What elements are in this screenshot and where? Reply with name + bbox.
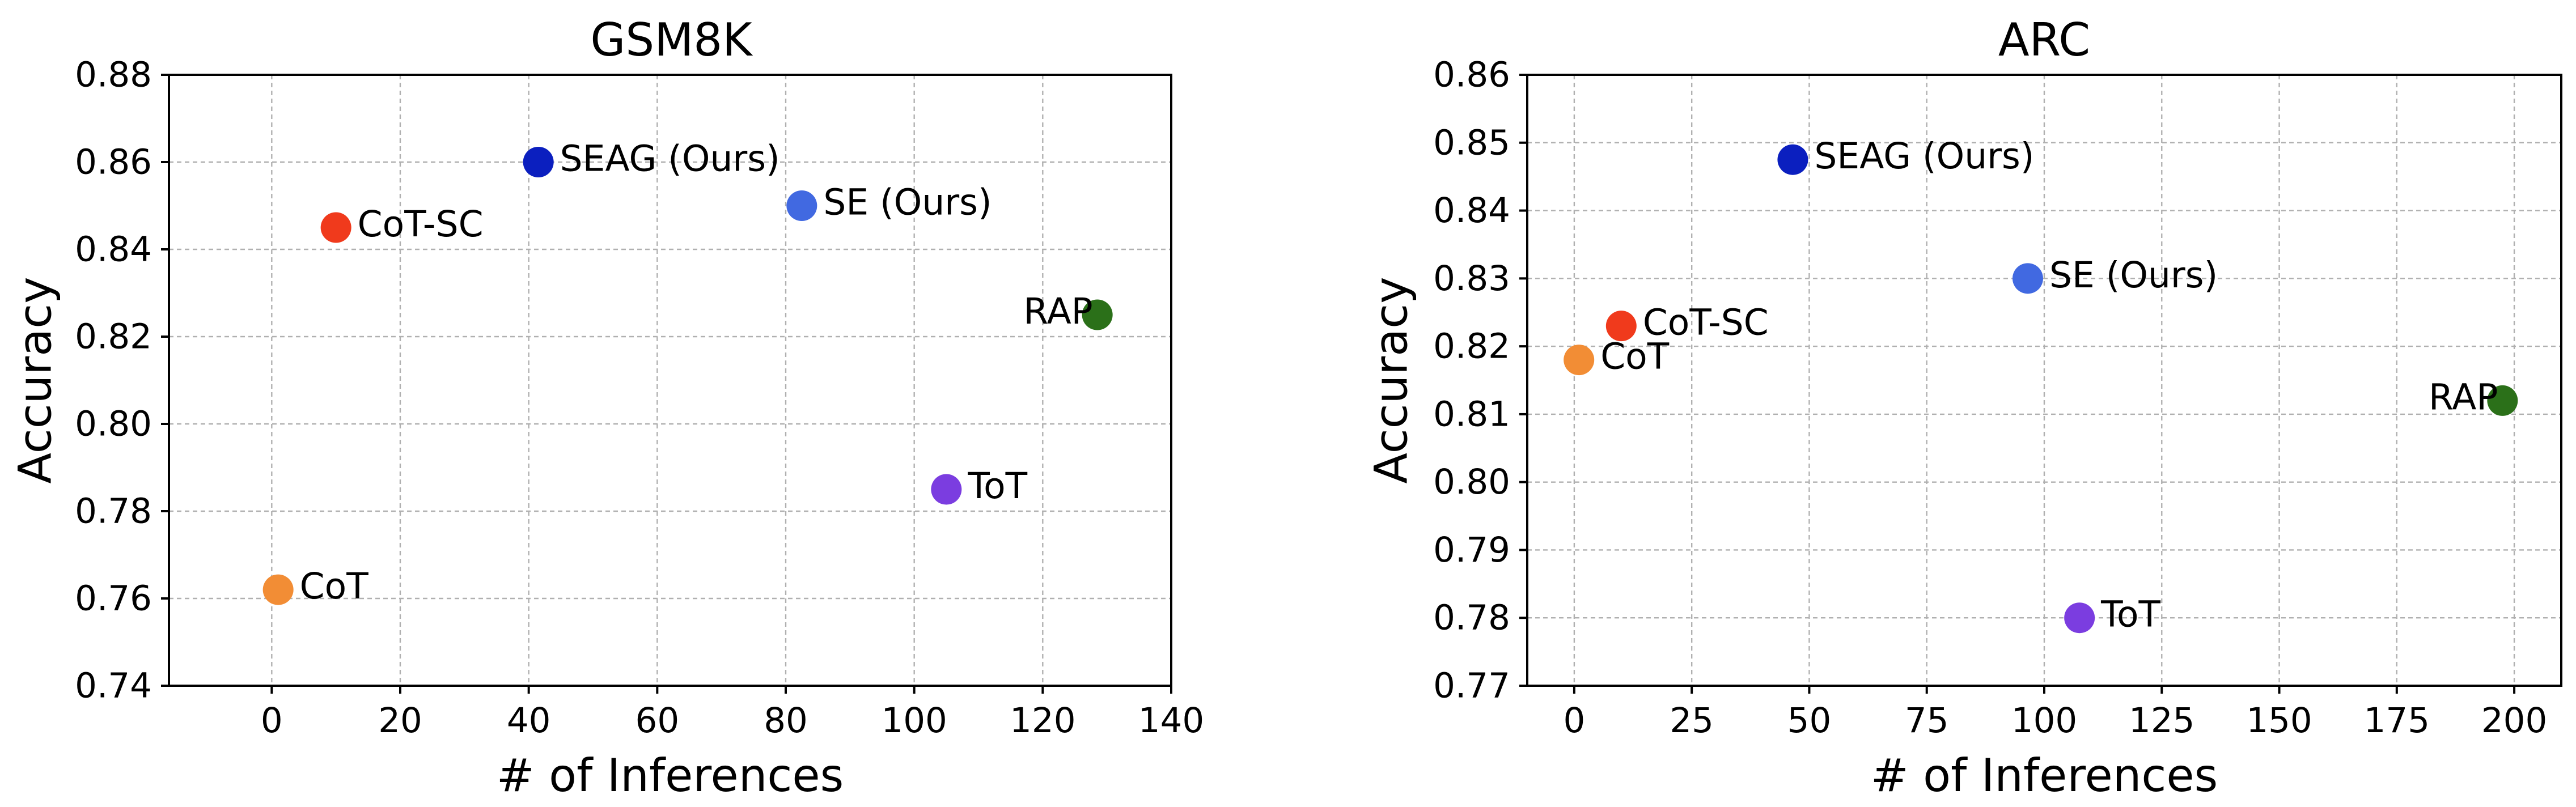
y-axis-label: Accuracy <box>1365 277 1418 483</box>
chart-title: GSM8K <box>590 14 753 66</box>
point-se-ours <box>2012 263 2043 294</box>
y-tick-label: 0.76 <box>75 579 152 619</box>
y-tick-label: 0.78 <box>75 491 152 532</box>
y-tick-label: 0.88 <box>75 55 152 95</box>
y-tick-label: 0.78 <box>1433 598 1510 638</box>
point-se-ours <box>786 190 817 221</box>
y-tick-label: 0.79 <box>1433 530 1510 570</box>
point-cot-sc <box>320 212 351 243</box>
x-tick-label: 25 <box>1670 700 1714 741</box>
x-tick-label: 75 <box>1905 700 1949 741</box>
point-cot <box>262 574 294 605</box>
point-cot <box>1564 345 1595 376</box>
point-label-se-ours: SE (Ours) <box>2049 254 2218 296</box>
x-axis-label: # of Inferences <box>497 749 844 802</box>
subplot-gsm8k: 0 20 40 60 80 100 120 140 0.74 0.76 0.78 0.80 0.82 0.… <box>9 14 1205 802</box>
y-tick-label: 0.81 <box>1433 394 1510 434</box>
x-tick-label: 175 <box>2364 700 2430 741</box>
x-tick-label: 80 <box>764 700 808 741</box>
point-label-se-ours: SE (Ours) <box>823 182 992 223</box>
point-label-rap: RAP <box>2429 376 2498 418</box>
point-label-tot: ToT <box>2100 594 2160 635</box>
y-tick-label: 0.77 <box>1433 666 1510 706</box>
x-tick-label: 100 <box>881 700 947 741</box>
y-tick-label: 0.86 <box>75 142 152 182</box>
y-tick-label: 0.82 <box>1433 326 1510 367</box>
y-tick-label: 0.84 <box>75 230 152 270</box>
point-label-cot-sc: CoT-SC <box>358 203 484 245</box>
x-tick-label: 0 <box>261 700 283 741</box>
x-axis-label: # of Inferences <box>1871 749 2218 802</box>
y-tick-label: 0.85 <box>1433 122 1510 163</box>
point-label-cot: CoT <box>1600 336 1670 377</box>
point-label-seag-ours: SEAG (Ours) <box>560 138 780 180</box>
y-tick-label: 0.80 <box>1433 462 1510 502</box>
y-tick-label: 0.74 <box>75 666 152 706</box>
x-tick-label: 140 <box>1138 700 1204 741</box>
point-label-seag-ours: SEAG (Ours) <box>1814 135 2034 177</box>
point-seag-ours <box>523 147 554 177</box>
x-tick-label: 50 <box>1787 700 1832 741</box>
x-tick-label: 60 <box>635 700 680 741</box>
subplot-arc: 0 25 50 75 100 125 150 175 200 0.77 0.78 0.79 0.80 0.… <box>1365 14 2562 802</box>
chart-title: ARC <box>1998 14 2090 66</box>
y-tick-label: 0.86 <box>1433 55 1510 95</box>
point-tot <box>931 474 962 505</box>
point-seag-ours <box>1777 144 1808 175</box>
y-axis-label: Accuracy <box>9 277 62 483</box>
x-tick-label: 20 <box>378 700 422 741</box>
x-tick-label: 120 <box>1010 700 1075 741</box>
point-label-tot: ToT <box>967 465 1027 507</box>
x-tick-label: 40 <box>507 700 551 741</box>
x-tick-label: 150 <box>2246 700 2312 741</box>
point-label-cot: CoT <box>300 566 369 607</box>
y-tick-label: 0.80 <box>75 404 152 444</box>
point-tot <box>2064 602 2095 634</box>
x-tick-label: 125 <box>2129 700 2194 741</box>
y-tick-label: 0.84 <box>1433 190 1510 231</box>
point-rap <box>2487 385 2518 416</box>
point-cot-sc <box>1605 311 1637 342</box>
y-tick-label: 0.82 <box>75 317 152 357</box>
x-tick-label: 200 <box>2481 700 2547 741</box>
point-rap <box>1082 299 1113 330</box>
x-tick-label: 0 <box>1564 700 1586 741</box>
plot-frame <box>168 74 1172 687</box>
point-label-cot-sc: CoT-SC <box>1643 302 1769 343</box>
point-label-rap: RAP <box>1023 291 1092 332</box>
y-tick-label: 0.83 <box>1433 258 1510 299</box>
x-tick-label: 100 <box>2011 700 2077 741</box>
